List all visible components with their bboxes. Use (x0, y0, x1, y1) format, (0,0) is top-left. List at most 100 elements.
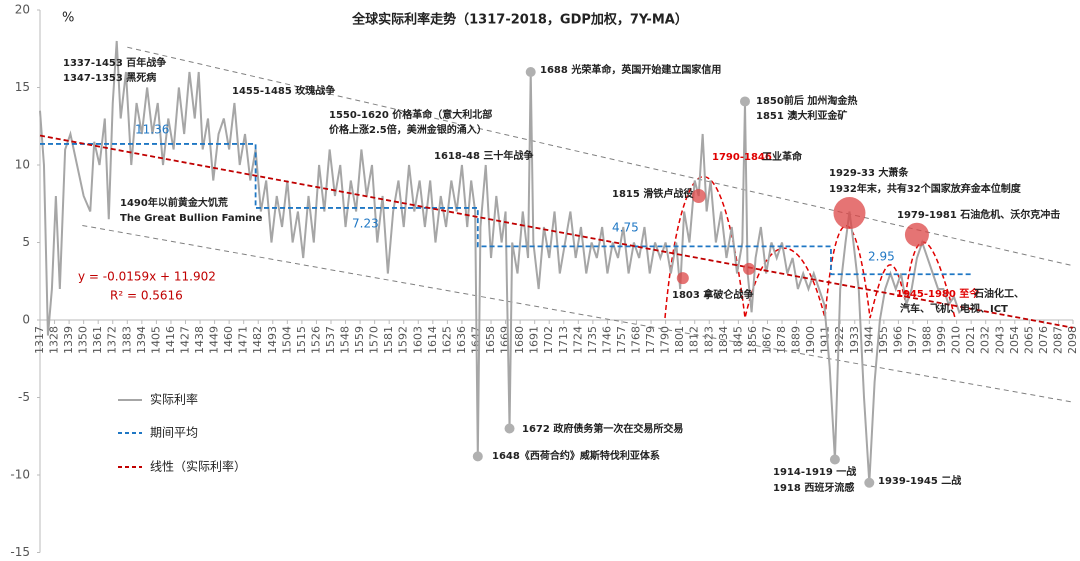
annotation: 1688 光荣革命，英国开始建立国家信用 (540, 63, 721, 76)
annotation: 1803 拿破仑战争 (672, 288, 753, 301)
x-tick-label: 1691 (528, 326, 541, 354)
annotation: 1618-48 三十年战争 (434, 149, 533, 162)
average-label: 11.36 (135, 123, 169, 137)
highlight (904, 222, 929, 247)
x-tick-label: 1933 (848, 326, 861, 354)
x-tick-label: 2098 (1066, 326, 1079, 354)
x-tick-label: 1526 (309, 326, 322, 354)
annotation: 1490年以前黄金大饥荒 (120, 196, 228, 209)
average-label: 4.75 (612, 221, 639, 235)
x-tick-label: 1603 (411, 326, 424, 354)
y-tick-label: -10 (10, 468, 30, 482)
x-tick-label: 1680 (513, 326, 526, 354)
event-point (739, 96, 750, 107)
y-tick-label: 0 (22, 313, 30, 327)
x-tick-label: 1559 (353, 326, 366, 354)
x-tick-label: 1328 (48, 326, 61, 354)
x-tick-label: 1812 (688, 326, 701, 354)
y-tick-label: 15 (15, 80, 30, 94)
x-tick-label: 2076 (1037, 326, 1050, 354)
highlight (676, 272, 689, 285)
x-tick-label: 2032 (979, 326, 992, 354)
x-tick-label: 1427 (178, 326, 191, 354)
annotation: 1945-1980 至今 (896, 287, 980, 300)
annotation: 石油化工、 (973, 287, 1024, 300)
annotation: 1347-1353 黑死病 (63, 71, 156, 84)
x-tick-label: 2010 (950, 326, 963, 354)
y-tick-label: 5 (22, 235, 30, 249)
chart-title: 全球实际利率走势（1317-2018，GDP加权，7Y-MA） (351, 12, 688, 28)
x-tick-label: 2021 (964, 326, 977, 354)
annotation: 1929-33 大萧条 (829, 166, 909, 179)
x-tick-label: 1405 (149, 326, 162, 354)
annotation: 价格上涨2.5倍，美洲金银的涌入） (329, 123, 487, 136)
annotation: 1648《西荷合约》威斯特伐利亚体系 (492, 449, 660, 462)
x-tick-label: 2054 (1008, 326, 1021, 354)
series-line (40, 143, 972, 276)
annotation: 1918 西班牙流感 (773, 481, 854, 494)
x-tick-label: 1614 (426, 326, 439, 354)
legend-label: 线性（实际利率） (150, 459, 246, 474)
x-tick-label: 1625 (440, 326, 453, 354)
x-tick-label: 1449 (208, 326, 221, 354)
event-point (525, 67, 536, 77)
x-tick-label: 1944 (862, 326, 875, 354)
x-tick-label: 2087 (1051, 326, 1064, 354)
annotation: 1455-1485 玫瑰战争 (232, 84, 335, 97)
x-tick-label: 1922 (833, 326, 846, 354)
x-tick-label: 1801 (673, 326, 686, 354)
x-tick-label: 1394 (135, 326, 148, 354)
y-tick-label: -15 (10, 545, 30, 559)
annotation: The Great Bullion Famine (120, 213, 263, 224)
x-tick-label: 2065 (1022, 326, 1035, 354)
x-tick-label: 1878 (775, 326, 788, 354)
annotation: 1932年末，共有32个国家放弃金本位制度 (829, 182, 1022, 195)
annotation: 1790-1846 (712, 152, 772, 163)
x-tick-label: 2043 (993, 326, 1006, 354)
x-tick-label: 1471 (237, 326, 250, 354)
event-point (864, 477, 875, 488)
x-tick-label: 1823 (702, 326, 715, 354)
x-tick-label: 1658 (484, 326, 497, 354)
annotation: 1672 政府债务第一次在交易所交易 (522, 422, 683, 435)
x-tick-label: 1757 (615, 326, 628, 354)
y-tick-label: 10 (15, 158, 30, 172)
annotation: 1979-1981 石油危机、沃尔克冲击 (897, 208, 1060, 221)
average-label: 2.95 (868, 250, 895, 264)
x-tick-label: 1515 (295, 326, 308, 354)
highlight (833, 197, 866, 230)
x-tick-label: 1438 (193, 326, 206, 354)
y-tick-label: -5 (18, 390, 30, 404)
x-tick-label: 1889 (790, 326, 803, 354)
x-tick-label: 1746 (600, 326, 613, 354)
x-tick-label: 1548 (339, 326, 352, 354)
x-tick-label: 1911 (819, 326, 832, 354)
x-tick-label: 1768 (630, 326, 643, 354)
series-line (39, 40, 968, 483)
legend-label: 实际利率 (150, 392, 198, 407)
y-unit: % (62, 11, 74, 26)
annotation: 汽车、飞机、电视、ICT (900, 302, 1008, 315)
event-point (829, 454, 840, 465)
series-line (39, 134, 1074, 329)
x-tick-label: 1669 (499, 326, 512, 354)
x-tick-label: 1350 (77, 326, 90, 354)
x-tick-label: 1713 (557, 326, 570, 354)
x-tick-label: 1966 (891, 326, 904, 354)
cycle-sketch (664, 175, 956, 319)
event-point (472, 451, 483, 462)
x-tick-label: 1383 (120, 326, 133, 354)
x-tick-label: 1900 (804, 326, 817, 354)
annotation: 工业革命 (762, 150, 803, 163)
x-tick-label: 1977 (906, 326, 919, 354)
x-tick-label: 1856 (746, 326, 759, 354)
x-tick-label: 1735 (586, 326, 599, 354)
x-tick-label: 1361 (91, 326, 104, 354)
x-tick-label: 1493 (266, 326, 279, 354)
annotation: 1850前后 加州淘金热 (756, 94, 857, 107)
x-tick-label: 1504 (280, 326, 293, 354)
x-tick-label: 1372 (106, 326, 119, 354)
annotation: 1914-1919 一战 (773, 465, 856, 478)
annotation: 1550-1620 价格革命（意大利北部 (329, 108, 492, 121)
